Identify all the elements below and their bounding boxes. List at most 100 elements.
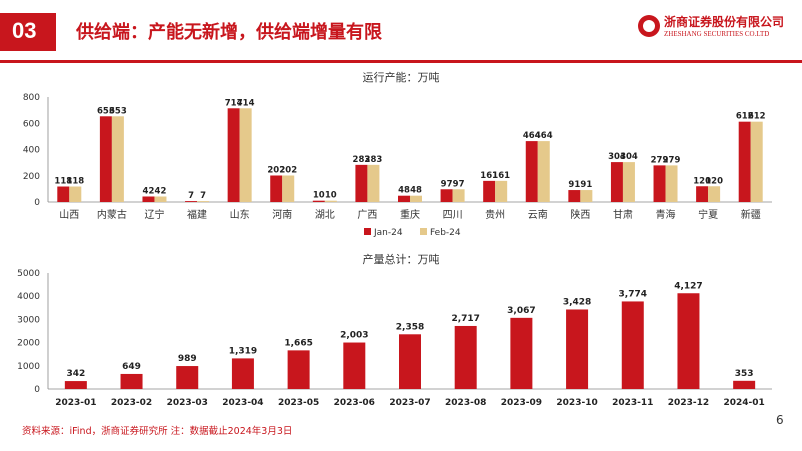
bar [708,186,721,202]
bar [452,189,465,202]
y-tick-label: 1000 [17,362,40,372]
bar [580,190,593,202]
data-label: 118 [66,177,84,187]
bar [653,165,666,202]
bar [120,373,143,389]
x-tick-label: 2023-05 [278,398,319,408]
x-tick-label: 四川 [443,210,463,221]
data-label: 161 [492,171,510,181]
bar [696,186,709,202]
y-tick-label: 2000 [17,339,40,349]
x-tick-label: 宁夏 [698,208,718,221]
bar [621,301,644,389]
data-label: 7 [188,191,194,201]
section-badge: 03 [0,13,56,51]
data-label: 989 [178,354,197,364]
bar [227,108,240,202]
x-tick-label: 山东 [230,208,250,221]
bar [367,164,380,202]
y-tick-label: 0 [34,198,40,208]
legend-swatch [364,228,371,235]
y-tick-label: 200 [23,172,40,182]
y-tick-label: 3000 [17,315,40,325]
bar [440,189,453,202]
data-label: 653 [109,106,127,116]
data-label: 118 [54,177,72,187]
data-label: 202 [279,165,297,175]
data-label: 342 [66,369,85,379]
x-tick-label: 内蒙古 [97,208,127,221]
data-label: 1,319 [229,346,257,356]
data-label: 42 [155,186,167,196]
data-label: 4,127 [674,281,702,291]
data-label: 1,665 [284,338,312,348]
bar [454,325,477,389]
data-label: 714 [237,98,255,108]
data-label: 7 [200,191,206,201]
bar [239,108,252,202]
company-logo: 浙商证券股份有限公司 ZHESHANG SECURITIES CO.LTD [638,13,788,43]
bar [57,186,70,202]
legend-label: Jan-24 [373,228,403,238]
bar [510,317,533,389]
x-tick-label: 2023-06 [334,398,375,408]
data-label: 304 [608,152,626,162]
bar [355,164,368,202]
bar [111,116,124,202]
data-label: 649 [122,362,141,372]
data-label: 161 [480,171,498,181]
bar [343,342,366,389]
bar [282,175,295,202]
x-tick-label: 贵州 [485,208,505,221]
bar [665,165,678,202]
bar [69,186,82,202]
slide-title: 供给端：产能无新增，供给端增量有限 [76,22,382,43]
bar [622,162,635,202]
output-total-chart: 产量总计：万吨 0 1000 2000 3000 4000 5000 342 2023-01 64… [17,252,772,408]
bar [537,141,550,202]
x-tick-label: 2023-02 [111,398,152,408]
bar [410,195,422,202]
data-label: 464 [523,131,541,141]
data-label: 304 [620,152,638,162]
x-tick-label: 甘肃 [613,208,633,221]
bar [610,162,623,202]
bar [483,180,496,202]
bar [677,293,700,389]
x-tick-label: 青海 [656,208,676,221]
x-tick-label: 重庆 [400,208,420,221]
chart-title: 运行产能：万吨 [363,70,440,84]
x-tick-label: 河南 [272,208,292,221]
bar [270,175,283,202]
data-label: 3,774 [619,289,647,299]
data-label: 91 [568,180,580,190]
data-label: 2,358 [396,322,424,332]
y-tick-label: 0 [34,385,40,395]
x-tick-label: 山西 [59,209,79,221]
data-label: 2,717 [451,314,479,324]
bar [750,121,763,202]
y-tick-label: 600 [23,119,40,129]
data-label: 2,003 [340,331,368,341]
bar [185,201,198,202]
data-label: 612 [736,112,754,122]
logo-name-en: ZHESHANG SECURITIES CO.LTD [664,30,770,38]
x-tick-label: 2023-12 [668,398,709,408]
x-tick-label: 2023-11 [612,398,653,408]
data-label: 10 [325,191,337,201]
bar [312,200,325,202]
section-number: 03 [12,18,37,43]
x-tick-label: 2023-10 [556,398,597,408]
logo-name-cn: 浙商证券股份有限公司 [664,15,785,29]
data-label: 283 [365,155,383,165]
bar [99,116,112,202]
data-label: 3,067 [507,306,535,316]
bar [733,380,756,389]
y-tick-label: 5000 [17,269,40,279]
y-tick-label: 400 [23,146,40,156]
bar [142,196,155,202]
data-label: 612 [748,112,766,122]
page-number: 6 [776,413,784,427]
data-label: 48 [398,186,410,196]
bar [566,309,589,389]
